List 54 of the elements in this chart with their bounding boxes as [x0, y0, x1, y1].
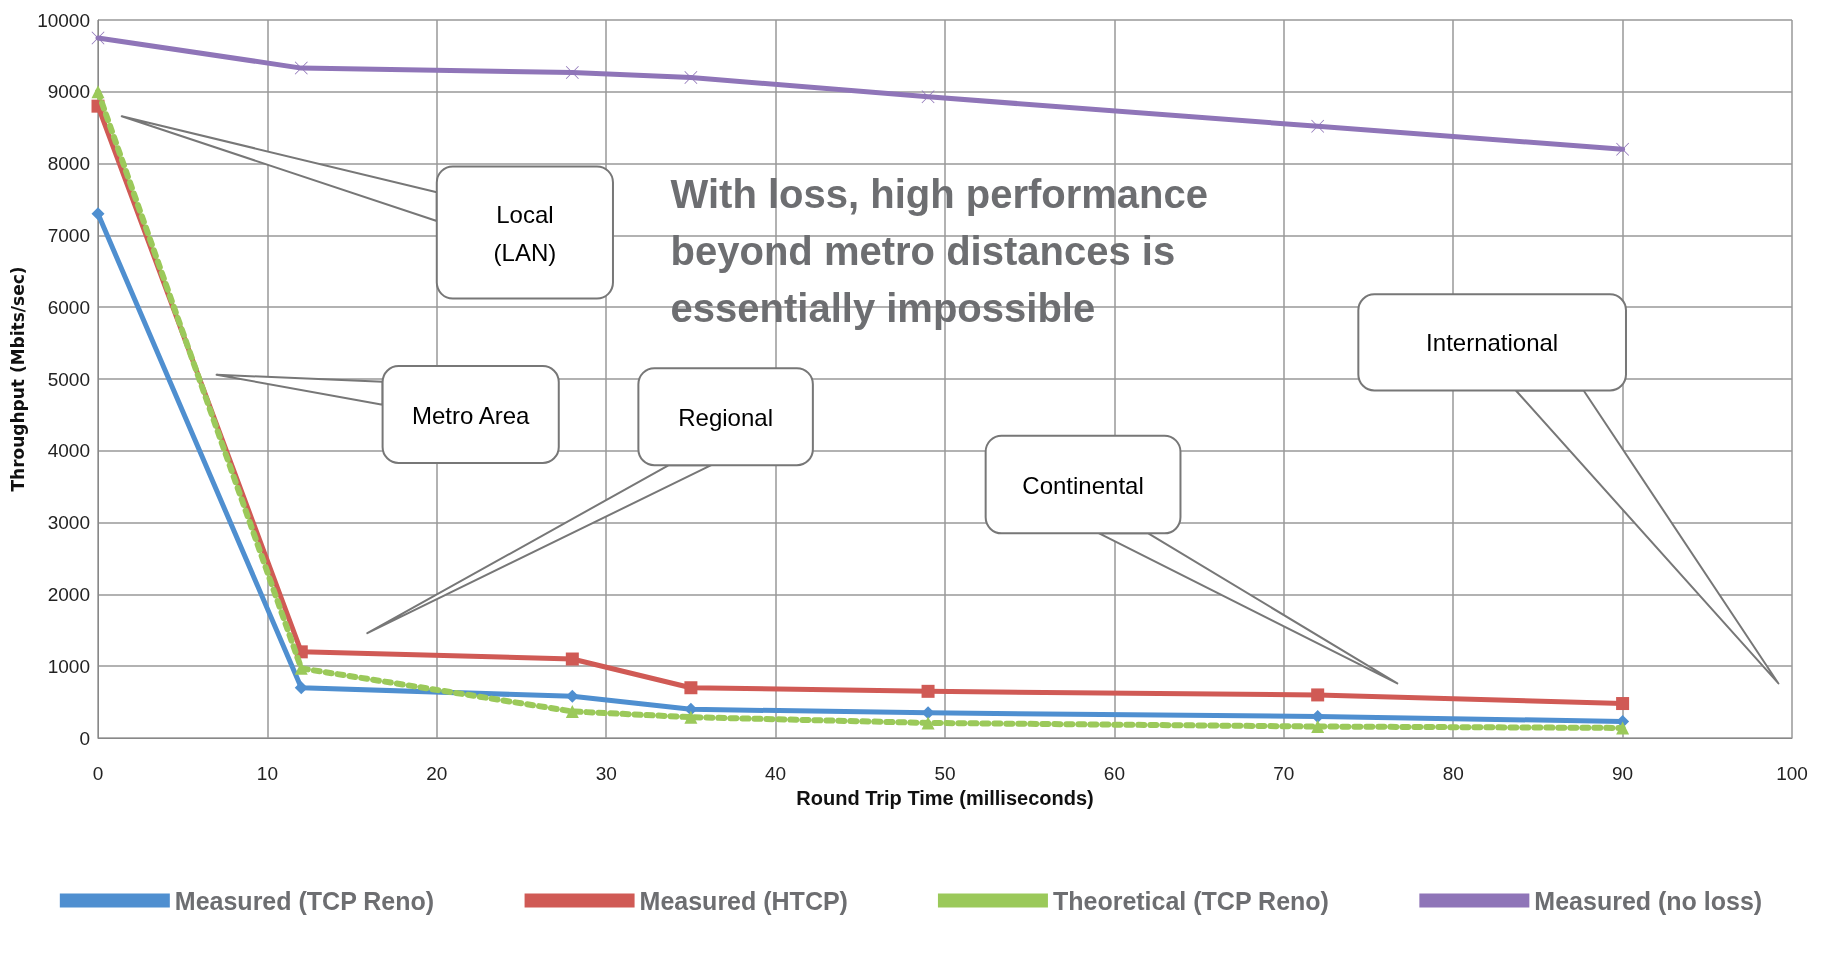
x-tick-label: 0: [92, 763, 104, 784]
y-tick-label: 8000: [47, 153, 90, 175]
point: [565, 689, 579, 703]
annotation: With loss, high performance beyond metro distances is essentially impossible: [670, 171, 1210, 333]
x-tick-label: 30: [595, 763, 617, 784]
legend-label: Measured (TCP Reno): [174, 886, 435, 915]
annotation: Continental: [1022, 471, 1144, 499]
x-tick-label: 10: [256, 763, 278, 784]
y-tick-label: 6000: [47, 296, 90, 318]
legend-label: Measured (no loss): [1534, 886, 1763, 915]
y-tick-label: 2000: [47, 583, 90, 605]
point: [294, 661, 308, 675]
y-tick-label: 10000: [37, 9, 90, 31]
x-tick-label: 50: [934, 763, 956, 784]
legend-label: Theoretical (TCP Reno): [1052, 886, 1329, 915]
point: [1616, 697, 1630, 711]
x-tick-label: 20: [426, 763, 448, 784]
point: [294, 681, 308, 695]
y-tick-label: 3000: [47, 512, 90, 534]
point: [1311, 688, 1325, 702]
y-tick-label: 1000: [47, 655, 90, 677]
point: [1616, 721, 1630, 735]
point: [921, 684, 935, 698]
y-tick-label: 7000: [47, 224, 90, 246]
x-tick-label: 100: [1776, 763, 1808, 784]
annotation: International: [1426, 328, 1559, 356]
point: [91, 207, 105, 221]
point: [921, 706, 935, 720]
y-tick-label: 0: [79, 727, 90, 749]
point: [684, 681, 698, 695]
x-tick-label: 40: [765, 763, 787, 784]
annotation: Regional: [678, 403, 773, 431]
y-tick-label: 9000: [47, 81, 90, 103]
x-tick-label: 80: [1442, 763, 1464, 784]
point: [1311, 720, 1325, 734]
point: [1616, 142, 1630, 156]
point: [1311, 119, 1325, 133]
point: [921, 716, 935, 730]
point: [565, 704, 579, 718]
point: [684, 70, 698, 84]
x-tick-label: 60: [1103, 763, 1125, 784]
legend-label: Measured (HTCP): [639, 886, 848, 915]
annotation: Metro Area: [411, 401, 531, 429]
y-tick-label: 5000: [47, 368, 90, 390]
point: [565, 65, 579, 79]
x-tick-label: 70: [1273, 763, 1295, 784]
x-axis-title: Round Trip Time (milliseconds): [796, 786, 1094, 809]
annotation: Local (LAN): [493, 200, 557, 266]
y-axis-title: Throughput (Mbits/sec): [7, 266, 28, 492]
point: [565, 652, 579, 666]
point: [91, 85, 105, 99]
x-tick-label: 90: [1612, 763, 1634, 784]
y-tick-label: 4000: [47, 440, 90, 462]
point: [684, 710, 698, 724]
